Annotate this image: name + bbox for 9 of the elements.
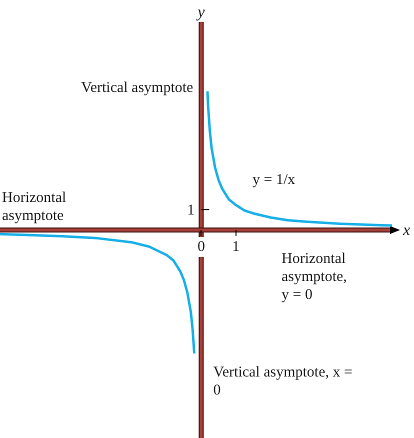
ref-line-label: Vertical asymptote (81, 80, 194, 96)
y-axis-title: y (196, 4, 206, 21)
x-axis-title: x (402, 222, 410, 239)
annotation: Horizontal asymptote, y = 0 (282, 250, 347, 303)
text: Vertical asymptote, x = 0 (213, 364, 352, 399)
annotation: y = 1/x (252, 172, 296, 188)
ref-line-label: Horizontal asymptote (2, 190, 66, 224)
x-tick-label: 0 (197, 238, 205, 255)
annotation: 1 (187, 202, 195, 219)
